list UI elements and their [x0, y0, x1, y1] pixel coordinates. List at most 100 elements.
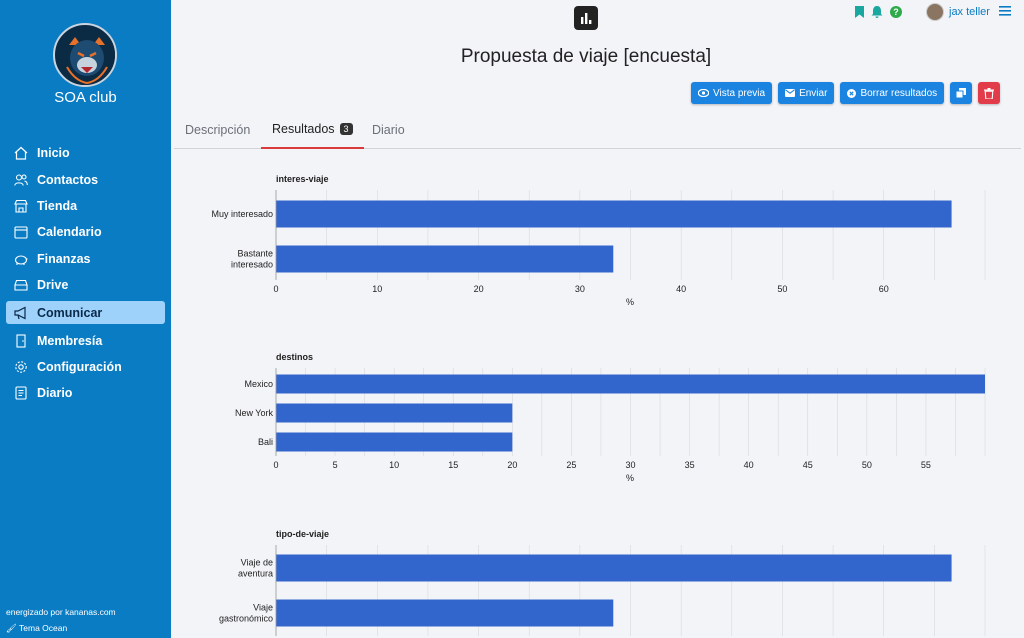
x-tick-label: 20: [507, 460, 517, 470]
x-tick-label: 60: [879, 284, 889, 294]
sidebar-item-label: Contactos: [37, 172, 99, 187]
delete-button[interactable]: [978, 82, 1001, 104]
x-tick-label: 40: [744, 460, 754, 470]
x-tick-label: 50: [862, 460, 872, 470]
x-tick-label: 0: [273, 460, 278, 470]
tab-results[interactable]: Resultados 3: [261, 110, 364, 149]
gear-icon: [13, 359, 29, 375]
club-logo[interactable]: [53, 23, 117, 87]
hamburger-menu-icon[interactable]: [999, 6, 1011, 16]
chart-title: tipo-de-viaje: [276, 529, 329, 539]
bell-icon[interactable]: [871, 6, 883, 18]
x-axis-label: %: [626, 473, 634, 483]
x-tick-label: 30: [575, 284, 585, 294]
sidebar-item-label: Calendario: [37, 225, 102, 240]
sidebar-item-comunicar[interactable]: Comunicar: [6, 301, 165, 325]
category-label: Viaje: [253, 603, 273, 613]
sidebar-nav: Inicio Contactos Tienda Calendario Finanzas D…: [0, 140, 171, 407]
users-icon: [13, 172, 29, 188]
bookmark-icon[interactable]: [855, 6, 864, 18]
sidebar-item-tienda[interactable]: Tienda: [0, 193, 171, 219]
x-tick-label: 10: [389, 460, 399, 470]
journal-icon: [13, 385, 29, 401]
category-label: Mexico: [244, 379, 273, 389]
x-tick-label: 25: [566, 460, 576, 470]
x-tick-label: 15: [448, 460, 458, 470]
megaphone-icon: [13, 305, 29, 321]
piggy-bank-icon: [13, 251, 29, 267]
powered-by-link[interactable]: energizado por kananas.com: [6, 607, 116, 617]
store-icon: [13, 198, 29, 214]
sidebar-item-label: Drive: [37, 278, 69, 293]
chart-title: interes-viaje: [276, 174, 329, 184]
category-label: New York: [235, 408, 274, 418]
sidebar-item-label: Membresía: [37, 333, 103, 348]
category-label: aventura: [238, 569, 273, 579]
bar: [276, 403, 513, 423]
theme-selector[interactable]: 🖌 Tema Ocean: [6, 620, 116, 636]
bear-logo-icon: [57, 27, 115, 85]
bar: [276, 432, 513, 452]
clear-results-button[interactable]: Borrar resultados: [840, 82, 945, 104]
duplicate-button[interactable]: [950, 82, 973, 104]
sidebar-item-label: Tienda: [37, 198, 78, 213]
sidebar-item-label: Diario: [37, 386, 73, 401]
x-tick-label: 55: [921, 460, 931, 470]
x-tick-label: 30: [625, 460, 635, 470]
paint-roller-icon: 🖌: [6, 623, 17, 633]
bar: [276, 554, 952, 582]
sidebar-item-inicio[interactable]: Inicio: [0, 140, 171, 166]
bar: [276, 374, 985, 394]
clear-results-label: Borrar resultados: [860, 87, 938, 99]
bar: [276, 599, 614, 627]
bar: [276, 245, 614, 273]
sidebar-item-finanzas[interactable]: Finanzas: [0, 246, 171, 272]
sidebar-item-contactos[interactable]: Contactos: [0, 166, 171, 192]
category-label: Bastante: [237, 249, 273, 259]
svg-text:?: ?: [893, 7, 899, 17]
sidebar-item-calendario[interactable]: Calendario: [0, 219, 171, 245]
sidebar-item-configuracion[interactable]: Configuración: [0, 354, 171, 380]
copy-icon: [956, 88, 967, 98]
bar: [276, 200, 952, 228]
preview-label: Vista previa: [713, 87, 766, 99]
club-name: SOA club: [54, 89, 117, 106]
avatar[interactable]: [926, 3, 944, 21]
sidebar-footer: energizado por kananas.com 🖌 Tema Ocean: [6, 604, 116, 636]
app-chart-icon[interactable]: [574, 6, 598, 30]
eye-icon: [698, 89, 709, 97]
tab-journal[interactable]: Diario: [372, 122, 405, 137]
send-button[interactable]: Enviar: [778, 82, 835, 104]
sidebar-item-diario[interactable]: Diario: [0, 380, 171, 406]
x-tick-label: 20: [474, 284, 484, 294]
home-icon: [13, 145, 29, 161]
x-tick-label: 45: [803, 460, 813, 470]
sidebar-item-label: Configuración: [37, 359, 122, 374]
x-axis-label: %: [626, 297, 634, 307]
tab-results-label: Resultados: [272, 121, 335, 136]
x-tick-label: 50: [777, 284, 787, 294]
category-label: interesado: [231, 260, 273, 270]
door-icon: [13, 333, 29, 349]
category-label: Muy interesado: [211, 209, 273, 219]
chart-title: destinos: [276, 352, 313, 362]
results-count-badge: 3: [339, 122, 353, 135]
sidebar-item-membresia[interactable]: Membresía: [0, 327, 171, 353]
envelope-icon: [785, 89, 796, 97]
x-tick-label: 10: [372, 284, 382, 294]
category-label: gastronómico: [219, 614, 273, 624]
user-name[interactable]: jax teller: [949, 6, 990, 18]
trash-icon: [984, 87, 995, 99]
sidebar-item-label: Inicio: [37, 146, 70, 161]
tabs: Descripción Resultados 3 Diario: [174, 110, 1021, 149]
send-label: Enviar: [799, 87, 828, 99]
help-icon[interactable]: ?: [890, 6, 902, 18]
tab-description[interactable]: Descripción: [185, 122, 251, 137]
calendar-icon: [13, 224, 29, 240]
sidebar-item-label: Comunicar: [37, 305, 103, 320]
sidebar-item-drive[interactable]: Drive: [0, 272, 171, 298]
preview-button[interactable]: Vista previa: [691, 82, 773, 104]
category-label: Viaje de: [241, 558, 273, 568]
sidebar-item-label: Finanzas: [37, 251, 91, 266]
x-tick-label: 35: [685, 460, 695, 470]
